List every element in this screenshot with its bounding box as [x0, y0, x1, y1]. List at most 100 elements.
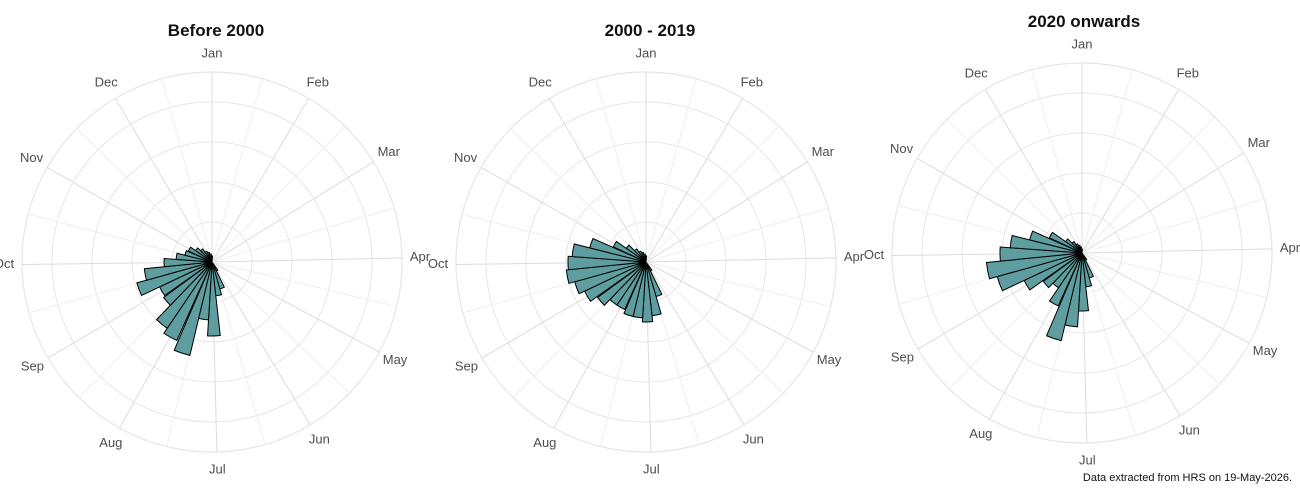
- grid-spoke-major: [114, 98, 213, 263]
- polar-bar: [589, 237, 647, 263]
- grid-spoke-minor: [1081, 252, 1220, 385]
- polar-bar: [567, 255, 647, 271]
- month-label: Sep: [455, 358, 478, 373]
- polar-bar: [163, 257, 213, 268]
- month-label: Jul: [1079, 452, 1096, 467]
- month-label: May: [383, 352, 408, 367]
- grid-spoke-minor: [211, 261, 397, 308]
- grid-spoke-minor: [211, 125, 346, 263]
- chart-title: Before 2000: [167, 21, 265, 40]
- chart-panel-0: Before 2000 Jan Feb Mar Apr May Jun Jul Aug Sep O…: [0, 0, 431, 476]
- polar-bar: [162, 261, 213, 306]
- grid-spoke-major: [645, 161, 808, 263]
- polar-bar: [999, 246, 1083, 262]
- polar-bar: [644, 255, 648, 263]
- grid-spoke-major: [1081, 252, 1250, 344]
- grid-spoke-major: [1081, 252, 1181, 417]
- month-label: Oct: [0, 256, 15, 271]
- month-label: Dec: [95, 74, 119, 89]
- grid-spoke-major: [211, 261, 380, 353]
- grid-spoke-major: [46, 167, 213, 263]
- polar-bar: [565, 261, 647, 285]
- month-labels: Jan Feb Mar Apr May Jun Jul Aug Sep Oct Nov Dec: [0, 45, 431, 476]
- polar-bar: [136, 261, 213, 297]
- grid-spoke-major: [211, 161, 374, 263]
- polar-bar: [1029, 230, 1083, 254]
- month-label: Apr: [1280, 240, 1300, 255]
- month-label: Jan: [1072, 36, 1093, 51]
- month-label: Oct: [864, 247, 885, 262]
- month-label: Apr: [844, 249, 865, 264]
- polar-bar: [1048, 252, 1083, 307]
- month-label: Nov: [454, 150, 478, 165]
- month-label: Jun: [1179, 423, 1200, 438]
- month-label: Dec: [965, 65, 989, 80]
- month-label: Mar: [378, 144, 401, 159]
- grid-spoke-minor: [645, 261, 784, 394]
- month-label: Jan: [202, 45, 223, 60]
- grid-spoke-minor: [76, 128, 213, 263]
- month-label: Feb: [307, 74, 329, 89]
- month-label: Mar: [812, 144, 835, 159]
- month-label: May: [817, 352, 842, 367]
- grid-spoke-major: [645, 261, 745, 426]
- data-source-note: Data extracted from HRS on 19-May-2026.: [1082, 472, 1292, 484]
- grid-spoke-minor: [645, 125, 780, 263]
- grid-spoke-minor: [211, 78, 263, 263]
- month-label: Jan: [636, 45, 657, 60]
- chart-panel-2: 2020 onwards Jan Feb Mar Apr May Jun Jul Aug Sep…: [864, 0, 1300, 470]
- month-label: Jul: [209, 461, 226, 476]
- polar-bar: [143, 261, 213, 281]
- polar-bar: [623, 261, 647, 318]
- polar-bar: [173, 261, 213, 357]
- month-label: Jun: [309, 432, 330, 447]
- bars: [136, 246, 225, 357]
- grid-spoke-major: [211, 257, 402, 263]
- month-label: Dec: [529, 74, 553, 89]
- polar-chart-2: Jan Feb Mar Apr May Jun Jul Aug Sep Oct Nov Dec: [864, 36, 1300, 467]
- grid-spoke-major: [645, 98, 744, 263]
- grid-spoke-minor: [1081, 198, 1265, 254]
- month-label: Nov: [890, 141, 914, 156]
- month-label: Feb: [1177, 65, 1199, 80]
- grid-spoke-major: [984, 89, 1083, 254]
- month-label: May: [1253, 343, 1278, 358]
- grid-spoke-major: [548, 98, 647, 263]
- month-label: Aug: [99, 435, 122, 450]
- grid-spoke-minor: [1081, 116, 1216, 254]
- grid-spoke-major: [645, 257, 836, 263]
- month-label: Sep: [21, 358, 44, 373]
- polar-bar: [985, 252, 1083, 280]
- grid-spoke-minor: [510, 128, 647, 263]
- grid-spoke-major: [211, 261, 311, 426]
- grid-spoke-major: [1081, 152, 1244, 254]
- polar-bar: [163, 261, 213, 342]
- month-label: Aug: [969, 426, 992, 441]
- month-label: Nov: [20, 150, 44, 165]
- month-label: Sep: [891, 349, 914, 364]
- chart-panel-1: 2000 - 2019 Jan Feb Mar Apr May Jun Jul Aug Sep O…: [428, 0, 865, 476]
- polar-bar: [155, 261, 213, 329]
- polar-bar: [207, 261, 221, 337]
- polar-bar: [210, 255, 214, 263]
- grid-spoke-minor: [1031, 69, 1083, 254]
- grid-spoke-major: [1081, 248, 1272, 254]
- polar-bar: [1045, 252, 1083, 342]
- bars: [565, 237, 663, 323]
- month-labels: Jan Feb Mar Apr May Jun Jul Aug Sep Oct Nov Dec: [428, 45, 865, 476]
- polar-chart-0: Jan Feb Mar Apr May Jun Jul Aug Sep Oct Nov Dec: [0, 45, 431, 476]
- grid-spoke-major: [211, 98, 310, 263]
- month-label: Feb: [741, 74, 763, 89]
- grid-spoke-minor: [595, 78, 647, 263]
- month-label: Mar: [1248, 135, 1271, 150]
- month-label: Jul: [643, 461, 660, 476]
- polar-bar: [596, 261, 647, 306]
- bars: [985, 230, 1095, 342]
- polar-bar: [1081, 248, 1083, 254]
- month-labels: Jan Feb Mar Apr May Jun Jul Aug Sep Oct Nov Dec: [864, 36, 1300, 467]
- grid-spoke-minor: [645, 78, 697, 263]
- grid-spoke-major: [1081, 89, 1180, 254]
- chart-title: 2020 onwards: [1027, 12, 1141, 31]
- grid-spoke-minor: [1081, 252, 1267, 299]
- polar-bar: [641, 261, 654, 323]
